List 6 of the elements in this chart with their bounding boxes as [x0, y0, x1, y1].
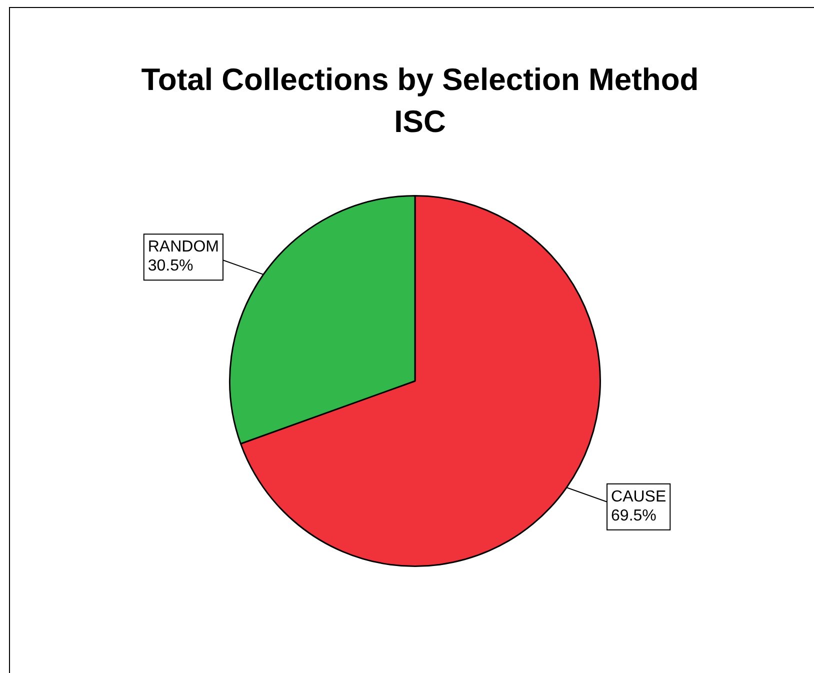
slice-label: CAUSE	[611, 488, 666, 506]
chart-title: Total Collections by Selection Method	[140, 62, 700, 98]
data-label: 69.5%	[611, 507, 656, 524]
slice-label: RANDOM	[148, 238, 219, 256]
chart-subtitle: ISC	[393, 104, 447, 140]
data-label: 30.5%	[148, 258, 194, 275]
